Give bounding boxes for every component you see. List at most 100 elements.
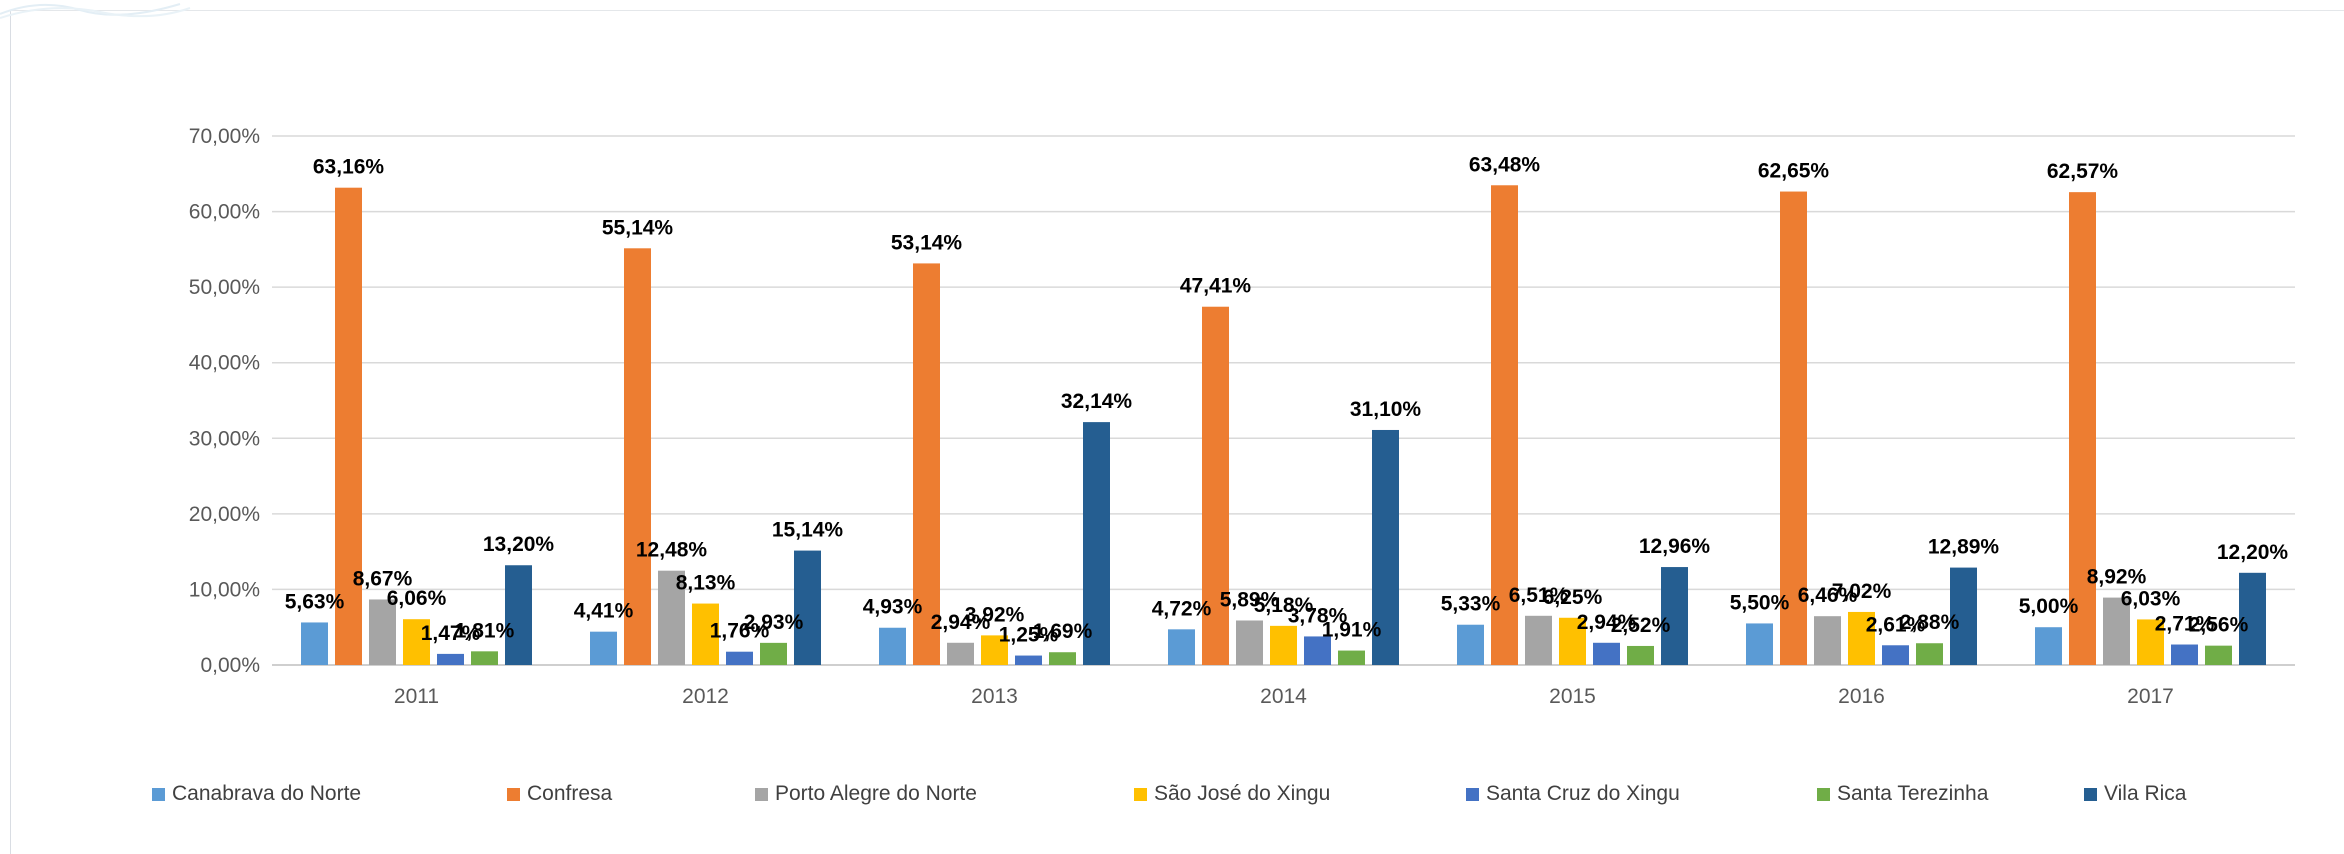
x-tick-label: 2011	[394, 685, 439, 708]
data-label: 2,56%	[2189, 614, 2249, 637]
data-label: 2,61%	[1866, 613, 1926, 636]
bar	[913, 263, 940, 665]
data-label: 1,47%	[421, 622, 481, 645]
data-label: 8,92%	[2087, 566, 2147, 589]
data-label: 4,93%	[863, 596, 923, 619]
bar	[947, 642, 974, 665]
data-label: 5,50%	[1730, 591, 1790, 614]
data-label: 12,48%	[636, 539, 708, 562]
bar	[981, 635, 1008, 665]
y-tick-label: 30,00%	[189, 427, 260, 450]
data-label: 47,41%	[1180, 275, 1252, 298]
bar	[2137, 619, 2164, 665]
y-tick-label: 10,00%	[189, 578, 260, 601]
bar	[2205, 645, 2232, 665]
data-label: 8,67%	[353, 567, 413, 590]
bar	[1814, 616, 1841, 665]
bar	[437, 653, 464, 665]
legend-label: Confresa	[527, 782, 613, 805]
data-label: 6,46%	[1798, 584, 1858, 607]
legend-swatch	[2084, 788, 2097, 801]
bar	[1848, 611, 1875, 665]
y-tick-label: 50,00%	[189, 276, 260, 299]
x-tick-label: 2017	[2127, 685, 2174, 708]
bar	[1083, 422, 1110, 665]
bar	[726, 651, 753, 665]
legend-swatch	[1817, 788, 1830, 801]
bar	[1304, 636, 1331, 665]
data-label: 5,00%	[2019, 595, 2079, 618]
bar	[1457, 624, 1484, 665]
bar	[505, 565, 532, 665]
data-label: 6,03%	[2121, 587, 2181, 610]
bar	[1916, 643, 1943, 665]
bar	[658, 570, 685, 665]
bar	[1746, 623, 1773, 665]
bar	[1627, 645, 1654, 665]
legend-swatch	[152, 788, 165, 801]
data-label: 62,57%	[2047, 160, 2119, 183]
bar	[1525, 615, 1552, 665]
bar	[1661, 567, 1688, 665]
data-label: 3,78%	[1288, 604, 1348, 627]
data-label: 2,88%	[1900, 611, 1960, 634]
bar	[335, 187, 362, 665]
data-label: 63,16%	[313, 156, 385, 179]
y-tick-label: 60,00%	[189, 201, 260, 224]
data-label: 2,71%	[2155, 613, 2215, 636]
data-label: 31,10%	[1350, 398, 1422, 421]
bar	[1372, 429, 1399, 665]
legend-label: Canabrava do Norte	[172, 782, 361, 805]
bar	[1593, 642, 1620, 665]
x-tick-label: 2014	[1260, 685, 1307, 708]
bar	[471, 651, 498, 665]
data-label: 8,13%	[676, 572, 736, 595]
data-label: 6,06%	[387, 587, 447, 610]
data-label: 12,89%	[1928, 536, 2000, 559]
bar	[1882, 645, 1909, 665]
y-tick-label: 40,00%	[189, 352, 260, 375]
data-label: 2,94%	[931, 611, 991, 634]
bar	[2035, 627, 2062, 665]
bar	[794, 550, 821, 665]
data-label: 1,81%	[455, 619, 515, 642]
bar	[1049, 652, 1076, 665]
legend-swatch	[1134, 788, 1147, 801]
bar	[2103, 597, 2130, 665]
bar	[760, 642, 787, 665]
bar	[1202, 306, 1229, 665]
data-label: 63,48%	[1469, 153, 1541, 176]
legend-label: Vila Rica	[2104, 782, 2187, 805]
data-label: 4,41%	[574, 600, 634, 623]
data-label: 6,51%	[1509, 584, 1569, 607]
y-tick-label: 0,00%	[200, 654, 260, 677]
data-label: 1,91%	[1322, 619, 1382, 642]
data-label: 55,14%	[602, 216, 674, 239]
legend-swatch	[1466, 788, 1479, 801]
data-label: 62,65%	[1758, 160, 1830, 183]
legend-label: Porto Alegre do Norte	[775, 782, 977, 805]
data-label: 5,63%	[285, 590, 345, 613]
data-label: 6,25%	[1543, 586, 1603, 609]
data-label: 7,02%	[1832, 580, 1892, 603]
chart-frame	[10, 10, 2344, 854]
data-label: 5,18%	[1254, 594, 1314, 617]
bar	[1950, 567, 1977, 665]
corner-decoration	[0, 3, 191, 19]
data-label: 2,52%	[1611, 614, 1671, 637]
bar	[2239, 572, 2266, 665]
data-label: 1,76%	[710, 620, 770, 643]
x-tick-label: 2013	[971, 685, 1018, 708]
bar	[1168, 629, 1195, 665]
bar	[301, 622, 328, 665]
data-label: 3,92%	[965, 603, 1025, 626]
data-label: 4,72%	[1152, 597, 1212, 620]
data-label: 5,89%	[1220, 588, 1280, 611]
bar	[2171, 644, 2198, 665]
bar	[692, 603, 719, 665]
bar	[403, 619, 430, 665]
data-label: 1,25%	[999, 624, 1059, 647]
data-label: 15,14%	[772, 519, 844, 542]
legend-swatch	[507, 788, 520, 801]
